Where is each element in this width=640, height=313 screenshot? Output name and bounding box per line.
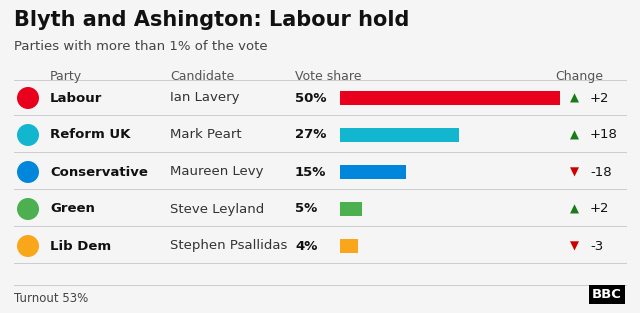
Text: ▲: ▲ bbox=[570, 203, 579, 215]
Text: Labour: Labour bbox=[50, 91, 102, 105]
Text: Lib Dem: Lib Dem bbox=[50, 239, 111, 253]
Text: 4%: 4% bbox=[295, 239, 317, 253]
Text: Mark Peart: Mark Peart bbox=[170, 129, 242, 141]
Text: ▼: ▼ bbox=[570, 166, 579, 178]
Text: Conservative: Conservative bbox=[50, 166, 148, 178]
Bar bbox=[340, 128, 459, 142]
Text: ▼: ▼ bbox=[570, 239, 579, 253]
Bar bbox=[340, 239, 358, 253]
Text: -3: -3 bbox=[590, 239, 604, 253]
Text: Change: Change bbox=[555, 70, 603, 83]
Text: Candidate: Candidate bbox=[170, 70, 234, 83]
Text: Vote share: Vote share bbox=[295, 70, 362, 83]
Text: Steve Leyland: Steve Leyland bbox=[170, 203, 264, 215]
Text: BBC: BBC bbox=[592, 288, 622, 301]
Circle shape bbox=[17, 161, 39, 183]
Text: 50%: 50% bbox=[295, 91, 326, 105]
Text: ▲: ▲ bbox=[570, 129, 579, 141]
Text: ▲: ▲ bbox=[570, 91, 579, 105]
Circle shape bbox=[17, 87, 39, 109]
Bar bbox=[340, 165, 406, 179]
Text: Ian Lavery: Ian Lavery bbox=[170, 91, 239, 105]
Text: Maureen Levy: Maureen Levy bbox=[170, 166, 264, 178]
Text: 5%: 5% bbox=[295, 203, 317, 215]
Bar bbox=[340, 202, 362, 216]
Text: 27%: 27% bbox=[295, 129, 326, 141]
Bar bbox=[340, 91, 560, 105]
Circle shape bbox=[17, 124, 39, 146]
Text: Reform UK: Reform UK bbox=[50, 129, 131, 141]
Text: +18: +18 bbox=[590, 129, 618, 141]
Circle shape bbox=[17, 235, 39, 257]
Circle shape bbox=[17, 198, 39, 220]
Text: Green: Green bbox=[50, 203, 95, 215]
Text: +2: +2 bbox=[590, 203, 609, 215]
Text: -18: -18 bbox=[590, 166, 612, 178]
Text: +2: +2 bbox=[590, 91, 609, 105]
Text: Parties with more than 1% of the vote: Parties with more than 1% of the vote bbox=[14, 40, 268, 53]
Text: Party: Party bbox=[50, 70, 82, 83]
Text: Turnout 53%: Turnout 53% bbox=[14, 292, 88, 305]
Text: 15%: 15% bbox=[295, 166, 326, 178]
Text: Stephen Psallidas: Stephen Psallidas bbox=[170, 239, 287, 253]
Text: Blyth and Ashington: Labour hold: Blyth and Ashington: Labour hold bbox=[14, 10, 410, 30]
